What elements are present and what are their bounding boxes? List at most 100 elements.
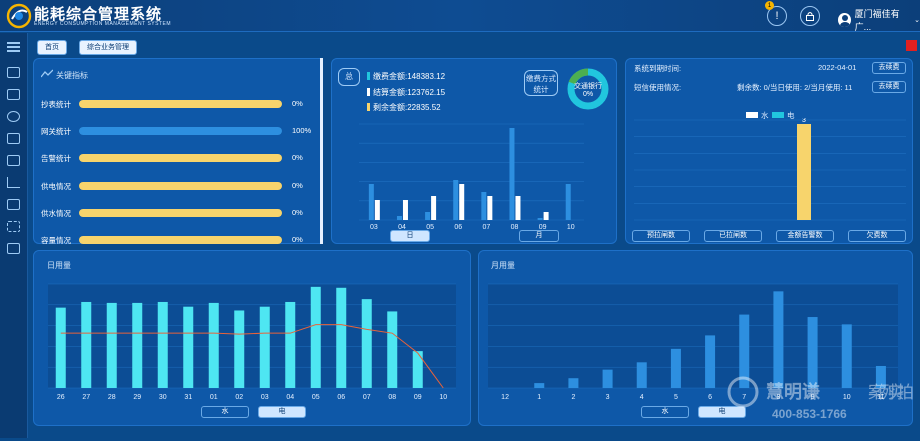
daily-bar [234, 310, 245, 388]
monthly-tab-water[interactable]: 水 [641, 406, 689, 418]
indicator-value: 0% [292, 235, 303, 244]
daily-bar [183, 306, 194, 388]
x-tick-label: 1 [537, 394, 541, 400]
monthly-bar [670, 348, 681, 388]
tab-day[interactable]: 日 [390, 230, 430, 242]
x-tick-label: 08 [511, 224, 519, 230]
monthly-usage-chart: 12 1 2 3 4 5 6 7 8 9 10 11 [488, 283, 898, 400]
user-name: 厦门福佳有广... [854, 9, 900, 32]
breadcrumb-business[interactable]: 综合业务管理 [79, 40, 137, 55]
sidebar-screen-icon[interactable] [7, 133, 20, 144]
payment-bar [402, 200, 408, 220]
sidebar-grid-icon[interactable] [7, 221, 20, 232]
renew-button-2[interactable]: 去续费 [872, 81, 906, 93]
x-tick-label: 06 [337, 394, 345, 400]
sms-label: 短信使用情况: [634, 83, 682, 92]
indicator-label: 告警统计 [41, 154, 71, 164]
daily-bar [157, 301, 168, 388]
x-tick-label: 05 [426, 224, 434, 230]
daily-bar [387, 311, 398, 388]
indicator-bar [79, 236, 282, 244]
indicator-value: 0% [292, 153, 303, 163]
legend-remain: 剩余金额:22835.52 [367, 102, 441, 113]
user-menu[interactable]: 厦门福佳有广... ⌄ [838, 7, 920, 33]
total-tag: 总 [338, 68, 360, 86]
exclamation-icon: ! [775, 10, 779, 22]
x-tick-label: 02 [235, 394, 243, 400]
trend-icon [41, 69, 53, 78]
x-tick-label: 26 [57, 394, 65, 400]
x-tick-label: 08 [388, 394, 396, 400]
watermark-brand: 慧明谦 [766, 381, 820, 402]
sidebar-download-icon[interactable] [7, 155, 20, 166]
x-tick-label: 30 [159, 394, 167, 400]
menu-icon[interactable] [0, 39, 28, 53]
x-tick-label: 4 [640, 394, 644, 400]
sidebar-folder-icon[interactable] [7, 89, 20, 100]
monthly-usage-title: 月用量 [491, 261, 515, 270]
indicator-label: 抄表统计 [41, 100, 71, 109]
x-tick-label: 04 [286, 394, 294, 400]
daily-bar [132, 302, 143, 388]
tab-month[interactable]: 月 [519, 230, 559, 242]
legend-water: 水 [746, 110, 769, 121]
lock-button[interactable] [800, 6, 820, 26]
daily-tab-water[interactable]: 水 [201, 406, 249, 418]
chevron-down-icon: ⌄ [914, 17, 920, 24]
indicator-bar [79, 208, 282, 217]
alarm-button[interactable]: 金额告警数 [776, 230, 834, 242]
monthly-bar [739, 314, 750, 388]
sidebar-currency-icon[interactable] [7, 111, 20, 122]
alarm-button[interactable]: 预拉闸数 [632, 230, 690, 242]
indicator-value: 100% [292, 126, 312, 136]
legend-paid: 缴费金额:148383.12 [367, 71, 445, 82]
x-tick-label: 27 [82, 394, 90, 400]
plot-area [488, 284, 898, 388]
close-indicator[interactable] [906, 40, 917, 51]
sidebar [0, 33, 28, 438]
sidebar-monitor-icon[interactable] [7, 67, 20, 78]
x-tick-label: 03 [261, 394, 269, 400]
daily-bar [412, 351, 423, 388]
x-tick-label: 06 [454, 224, 462, 230]
bar-value-label: 3 [802, 118, 806, 124]
payment-method-donut: 交通银行 0% [567, 68, 609, 110]
daily-bar [285, 301, 296, 388]
indicator-track [79, 181, 282, 190]
indicator-bar [79, 154, 282, 163]
indicator-value: 0% [292, 207, 303, 217]
indicator-track [79, 100, 282, 108]
alarm-button[interactable]: 欠费数 [848, 230, 906, 242]
breadcrumb-home[interactable]: 首页 [37, 40, 67, 55]
renew-button-1[interactable]: 去续费 [872, 62, 906, 74]
x-tick-label: 9 [811, 394, 815, 400]
panel-scrollbar[interactable] [320, 58, 323, 244]
monthly-bar [636, 362, 647, 388]
x-tick-label: 12 [501, 394, 509, 400]
monthly-tab-power[interactable]: 电 [698, 406, 746, 418]
sidebar-image-icon[interactable] [7, 243, 20, 254]
alarm-button[interactable]: 已拉闸数 [704, 230, 762, 242]
x-tick-label: 09 [539, 224, 547, 230]
x-tick-label: 2 [571, 394, 575, 400]
sidebar-chart-icon[interactable] [7, 177, 20, 188]
x-tick-label: 3 [606, 394, 610, 400]
daily-bar [106, 302, 117, 388]
payment-bar [453, 180, 459, 220]
indicator-track [79, 236, 282, 244]
monthly-bar [773, 291, 784, 388]
x-tick-label: 03 [370, 224, 378, 230]
indicator-bar [79, 127, 282, 136]
monthly-bar [705, 335, 716, 388]
payment-bar [396, 216, 402, 220]
x-tick-label: 04 [398, 224, 406, 230]
sidebar-document-icon[interactable] [7, 199, 20, 210]
x-tick-label: 8 [776, 394, 780, 400]
alert-button[interactable]: ! [767, 6, 787, 26]
payment-bar [565, 184, 571, 220]
daily-usage-title: 日用量 [47, 261, 71, 270]
payment-bar [537, 218, 543, 220]
daily-tab-power[interactable]: 电 [258, 406, 306, 418]
alarm-bar [797, 124, 811, 220]
monthly-bar [807, 317, 818, 388]
